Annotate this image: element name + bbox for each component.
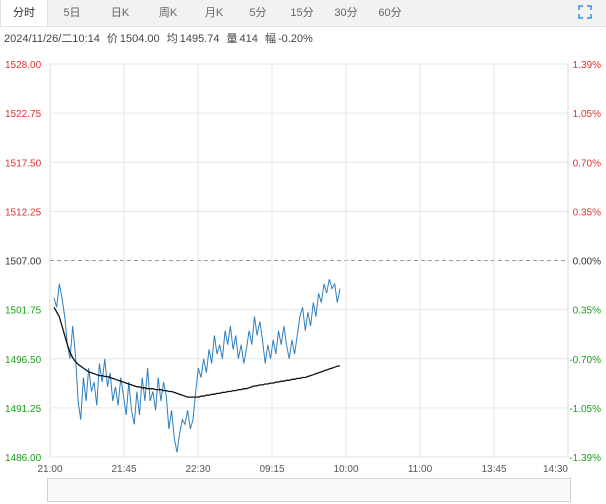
time-tick-label: 22:30 <box>185 464 210 475</box>
pct-tick-label: -1.39% <box>569 453 601 464</box>
price-tick-label: 1507.00 <box>5 257 42 268</box>
price-value: 1504.00 <box>119 33 160 45</box>
quote-datetime: 2024/11/26/二10:14 <box>4 33 100 45</box>
price-tick-label: 1491.25 <box>5 404 42 415</box>
volume-label: 量 <box>226 33 238 45</box>
time-tick-label: 13:45 <box>481 464 506 475</box>
time-tick-label: 14:30 <box>543 464 568 475</box>
price-label: 价 <box>106 33 118 45</box>
change-label: 幅 <box>264 33 276 45</box>
price-tick-label: 1486.00 <box>5 453 42 464</box>
price-tick-label: 1528.00 <box>5 60 42 71</box>
tab-30min[interactable]: 30分 <box>334 7 358 19</box>
volume-value: 414 <box>239 33 258 45</box>
time-tick-label: 09:15 <box>259 464 284 475</box>
time-tick-label: 21:00 <box>37 464 62 475</box>
date-range-navigator[interactable] <box>47 478 571 502</box>
tab-daily-k[interactable]: 日K <box>110 7 130 19</box>
tab-intraday[interactable]: 分时 <box>0 0 48 26</box>
average-line <box>53 306 341 398</box>
price-tick-label: 1522.75 <box>5 109 42 120</box>
change-value: -0.20% <box>277 33 313 45</box>
tab-15min[interactable]: 15分 <box>290 7 314 19</box>
pct-tick-label: 1.05% <box>573 109 601 120</box>
avg-value: 1495.74 <box>179 33 220 45</box>
pct-tick-label: -0.70% <box>569 355 601 366</box>
pct-tick-label: 0.35% <box>573 306 601 317</box>
price-tick-label: 1517.50 <box>5 158 42 169</box>
pct-tick-label: 0.70% <box>573 158 601 169</box>
pct-tick-label: -1.05% <box>569 404 601 415</box>
avg-label: 均 <box>166 33 178 45</box>
price-tick-label: 1501.75 <box>5 306 42 317</box>
fullscreen-icon[interactable] <box>578 5 592 19</box>
pct-tick-label: 1.39% <box>573 60 601 71</box>
tab-5min[interactable]: 5分 <box>249 7 267 19</box>
tab-weekly-k[interactable]: 周K <box>158 7 178 19</box>
time-tick-label: 21:45 <box>111 464 136 475</box>
period-tab-bar: 分时 5日 日K 周K 月K 5分 15分 30分 60分 <box>0 0 606 27</box>
price-tick-label: 1512.25 <box>5 207 42 218</box>
tab-5day[interactable]: 5日 <box>63 7 81 19</box>
time-tick-label: 11:00 <box>408 464 433 475</box>
pct-tick-label: 0.00% <box>573 257 601 268</box>
time-tick-label: 10:00 <box>333 464 358 475</box>
tab-60min[interactable]: 60分 <box>378 7 402 19</box>
price-line <box>53 279 341 453</box>
pct-tick-label: 0.35% <box>573 207 601 218</box>
tab-monthly-k[interactable]: 月K <box>204 7 224 19</box>
price-tick-label: 1496.50 <box>5 355 42 366</box>
quote-info-bar: 2024/11/26/二10:14 价 1504.00 均 1495.74 量 414… <box>4 30 317 48</box>
